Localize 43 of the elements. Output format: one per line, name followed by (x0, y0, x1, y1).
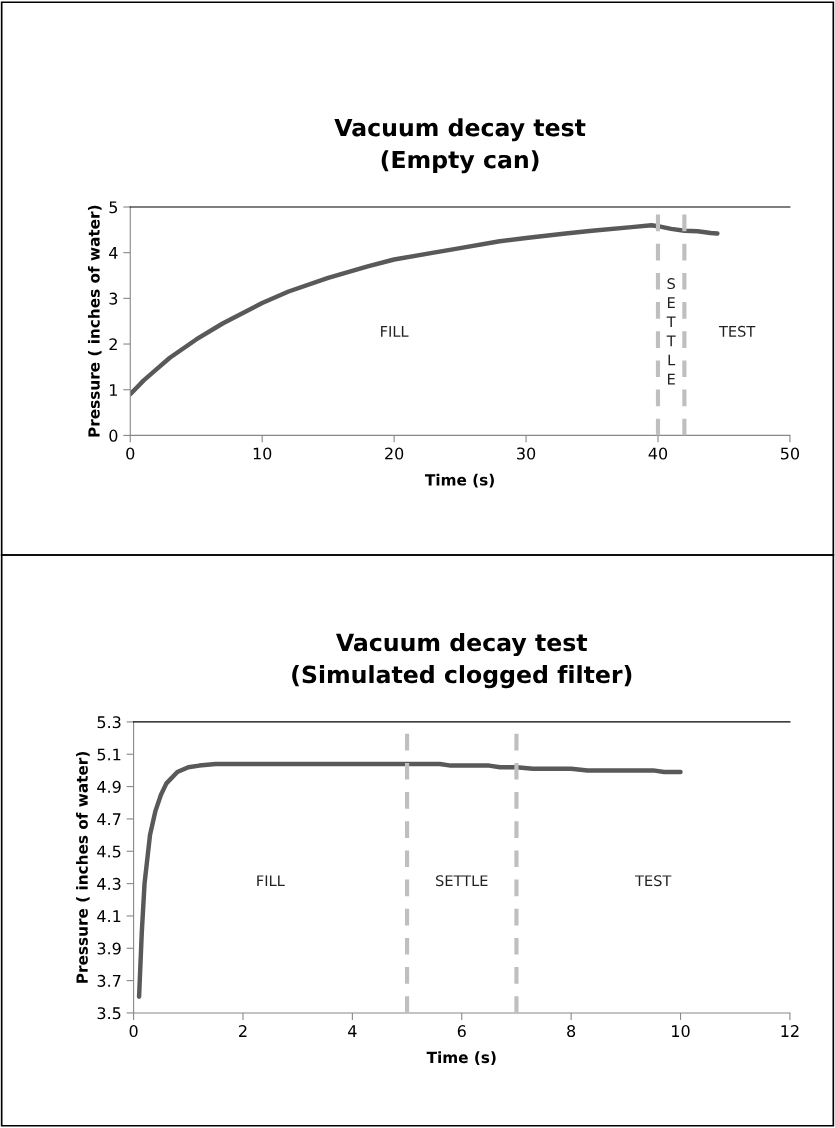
x-tick-label: 30 (517, 447, 536, 460)
x-axis-title: Time (s) (425, 473, 494, 488)
y-axis-title: Pressure ( inches of water) (76, 751, 90, 983)
x-tick-label: 6 (457, 1025, 466, 1038)
y-tick-label: 0 (109, 429, 118, 442)
y-tick-label: 3.7 (97, 974, 121, 987)
annotation: FILL (381, 326, 409, 337)
annotation: TEST (718, 325, 756, 337)
y-tick-label: 4.5 (97, 845, 121, 858)
y-tick-label: 4.3 (97, 877, 121, 890)
x-tick-label: 10 (672, 1025, 690, 1038)
chart-title: Vacuum decay test (Simulated clogged filter) (292, 633, 632, 689)
chart-title: Vacuum decay test (Empty can) (334, 118, 586, 174)
x-tick-label: 10 (253, 447, 272, 460)
y-tick-label: 5.3 (97, 716, 121, 729)
y-tick-label: 1 (110, 384, 117, 396)
y-tick-label: 3.5 (97, 1007, 121, 1020)
x-tick-label: 4 (348, 1025, 357, 1037)
annotation: FILL (257, 875, 285, 887)
line-series (136, 761, 683, 999)
x-tick-label: 2 (239, 1025, 247, 1037)
y-tick-label: 5.1 (97, 748, 121, 761)
x-tick-label: 20 (385, 447, 404, 460)
x-tick-label: 8 (567, 1025, 576, 1038)
y-tick-label: 4.1 (97, 910, 121, 922)
y-tick-label: 5 (109, 201, 118, 214)
x-tick-label: 0 (129, 1025, 138, 1038)
x-axis-title: Time (s) (426, 1051, 496, 1065)
annotation: SETTLE (436, 875, 488, 887)
x-tick-label: 0 (126, 447, 135, 460)
annotation: S E T T L E (666, 278, 676, 385)
y-tick-label: 3.9 (97, 942, 121, 955)
y-axis-title: Pressure ( inches of water) (87, 205, 102, 437)
x-tick-label: 40 (648, 447, 668, 460)
x-tick-label: 50 (780, 447, 800, 460)
y-tick-label: 4.7 (97, 813, 121, 825)
annotation: TEST (634, 875, 672, 887)
y-tick-label: 2 (109, 338, 117, 351)
y-tick-label: 3 (109, 292, 118, 305)
x-tick-label: 12 (781, 1025, 799, 1037)
y-tick-label: 4.9 (97, 780, 121, 793)
y-tick-label: 4 (109, 247, 118, 259)
line-series (130, 223, 720, 397)
